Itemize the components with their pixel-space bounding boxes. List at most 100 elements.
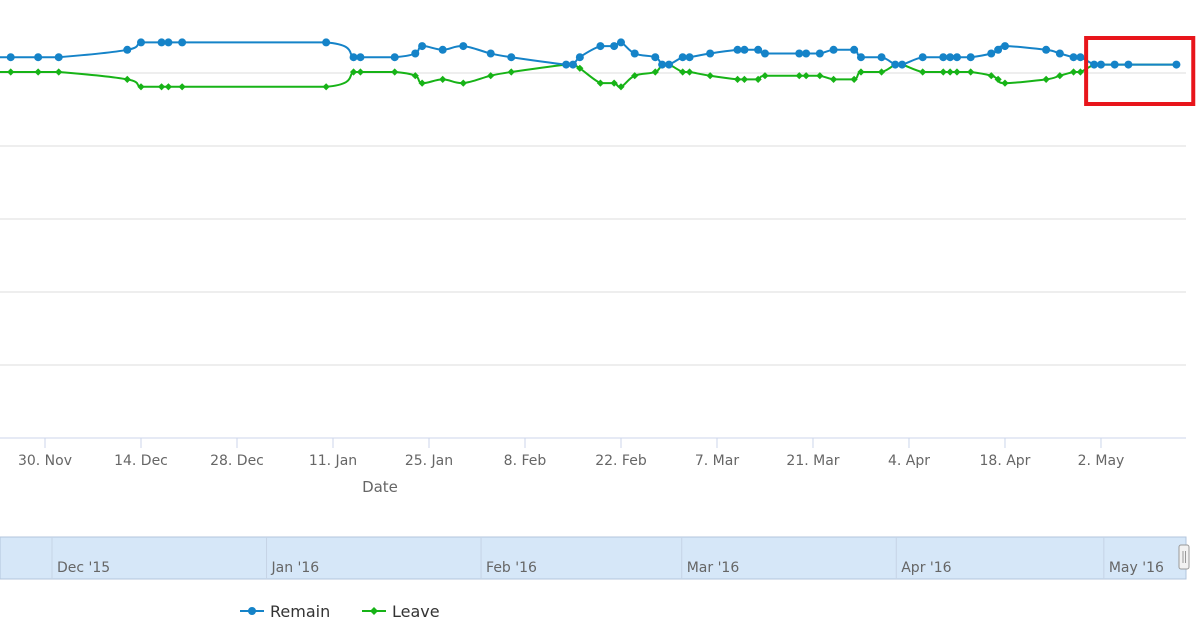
data-point-remain[interactable] [685, 53, 694, 62]
data-point-remain[interactable] [740, 45, 749, 54]
navigator[interactable]: Dec '15 Jan '16 Feb '16 Mar '16 Apr '16 May '… [0, 536, 1190, 580]
data-point-remain[interactable] [575, 53, 584, 62]
data-point-remain[interactable] [486, 49, 495, 58]
data-point-remain[interactable] [136, 38, 145, 47]
data-point-leave[interactable] [123, 75, 131, 83]
data-point-leave[interactable] [1042, 75, 1050, 83]
data-point-leave[interactable] [576, 64, 584, 72]
data-point-leave[interactable] [610, 79, 618, 87]
data-point-leave[interactable] [740, 75, 749, 83]
data-point-leave[interactable] [706, 72, 714, 80]
data-point-remain[interactable] [815, 49, 824, 58]
data-point-leave[interactable] [356, 68, 365, 76]
data-point-leave[interactable] [754, 75, 762, 83]
data-point-remain[interactable] [123, 45, 132, 54]
data-point-remain[interactable] [966, 53, 975, 62]
data-point-remain[interactable] [678, 53, 687, 62]
data-point-leave[interactable] [816, 72, 824, 80]
data-point-remain[interactable] [651, 53, 660, 62]
data-point-remain[interactable] [898, 60, 907, 69]
data-point-leave[interactable] [1001, 79, 1009, 87]
data-point-remain[interactable] [418, 42, 427, 51]
data-point-remain[interactable] [918, 53, 927, 62]
data-point-leave[interactable] [994, 75, 1002, 83]
data-point-remain[interactable] [946, 53, 955, 62]
data-point-leave[interactable] [1056, 72, 1064, 80]
data-point-remain[interactable] [706, 49, 715, 58]
data-point-remain[interactable] [1076, 53, 1085, 62]
data-point-remain[interactable] [795, 49, 804, 58]
data-point-remain[interactable] [952, 53, 961, 62]
data-point-remain[interactable] [802, 49, 811, 58]
data-point-leave[interactable] [322, 83, 330, 91]
data-point-remain[interactable] [1096, 60, 1105, 69]
data-point-leave[interactable] [946, 68, 954, 76]
data-point-remain[interactable] [616, 38, 625, 47]
data-point-leave[interactable] [596, 79, 605, 87]
data-point-remain[interactable] [356, 53, 365, 62]
data-point-remain[interactable] [6, 53, 15, 62]
data-point-leave[interactable] [939, 68, 947, 76]
navigator-selection[interactable] [0, 536, 1187, 580]
data-point-leave[interactable] [411, 72, 419, 80]
data-point-leave[interactable] [459, 79, 467, 87]
data-point-remain[interactable] [1090, 60, 1099, 69]
data-point-remain[interactable] [390, 53, 399, 62]
data-point-leave[interactable] [967, 68, 975, 76]
data-point-leave[interactable] [631, 72, 639, 80]
data-point-remain[interactable] [733, 45, 742, 54]
data-point-leave[interactable] [795, 72, 803, 80]
data-point-remain[interactable] [164, 38, 173, 47]
data-point-remain[interactable] [568, 60, 577, 69]
data-point-remain[interactable] [349, 53, 358, 62]
data-point-leave[interactable] [439, 75, 447, 83]
data-point-leave[interactable] [7, 68, 15, 76]
data-point-leave[interactable] [802, 72, 810, 80]
data-point-leave[interactable] [349, 68, 358, 76]
legend-item-remain[interactable]: Remain [240, 602, 330, 621]
data-point-remain[interactable] [54, 53, 63, 62]
data-point-leave[interactable] [1076, 68, 1085, 76]
data-point-leave[interactable] [178, 83, 186, 91]
data-point-leave[interactable] [617, 83, 625, 91]
data-point-remain[interactable] [630, 49, 639, 58]
data-point-remain[interactable] [1042, 45, 1051, 54]
data-point-leave[interactable] [685, 68, 694, 76]
data-point-leave[interactable] [829, 75, 838, 83]
data-point-remain[interactable] [754, 45, 763, 54]
data-point-remain[interactable] [596, 42, 605, 51]
data-point-remain[interactable] [1172, 60, 1181, 69]
data-point-leave[interactable] [164, 83, 173, 91]
data-point-leave[interactable] [391, 68, 399, 76]
data-point-leave[interactable] [1069, 68, 1078, 76]
data-point-remain[interactable] [178, 38, 187, 47]
data-point-leave[interactable] [157, 83, 166, 91]
data-point-remain[interactable] [891, 60, 900, 69]
data-point-remain[interactable] [856, 53, 865, 62]
data-point-leave[interactable] [733, 75, 742, 83]
data-point-remain[interactable] [157, 38, 166, 47]
data-point-remain[interactable] [1069, 53, 1078, 62]
data-point-leave[interactable] [651, 68, 659, 76]
data-point-leave[interactable] [857, 68, 865, 76]
data-point-remain[interactable] [438, 45, 447, 54]
data-point-remain[interactable] [507, 53, 516, 62]
data-point-remain[interactable] [760, 49, 769, 58]
data-point-leave[interactable] [953, 68, 961, 76]
data-point-leave[interactable] [850, 75, 858, 83]
data-point-leave[interactable] [987, 72, 995, 80]
data-point-leave[interactable] [507, 68, 515, 76]
data-point-remain[interactable] [987, 49, 996, 58]
data-point-leave[interactable] [487, 72, 495, 80]
data-point-remain[interactable] [34, 53, 43, 62]
data-point-leave[interactable] [761, 72, 769, 80]
data-point-remain[interactable] [877, 53, 886, 62]
data-point-remain[interactable] [939, 53, 948, 62]
data-point-leave[interactable] [55, 68, 63, 76]
data-point-remain[interactable] [829, 45, 838, 54]
data-point-remain[interactable] [459, 42, 468, 51]
data-point-remain[interactable] [658, 60, 667, 69]
navigator-handle[interactable] [1178, 544, 1190, 570]
data-point-remain[interactable] [411, 49, 420, 58]
data-point-remain[interactable] [322, 38, 331, 47]
